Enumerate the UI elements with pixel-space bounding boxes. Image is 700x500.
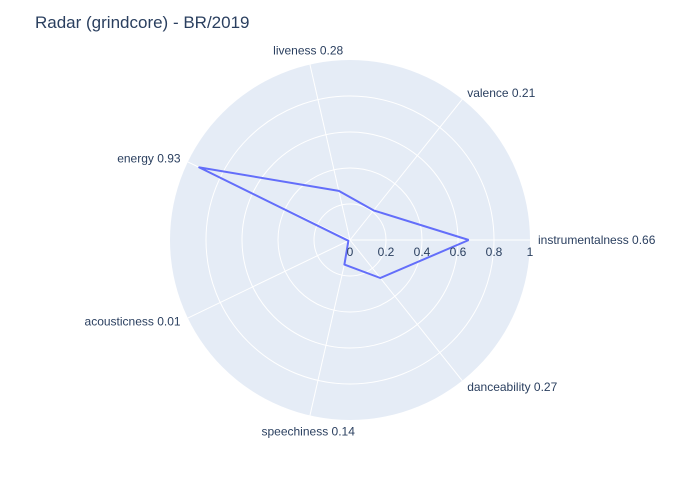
- axis-label-acousticness: acousticness 0.01: [85, 315, 181, 329]
- axis-label-energy: energy 0.93: [117, 151, 181, 165]
- spoke-danceability: [349, 239, 463, 382]
- spoke-liveness: [309, 64, 351, 241]
- spoke-valence: [349, 98, 463, 241]
- spoke-acousticness: [187, 239, 351, 319]
- radial-tick-label: 1: [527, 245, 534, 259]
- axis-label-valence: valence 0.21: [467, 86, 535, 100]
- series-line: [198, 166, 470, 279]
- axis-label-speechiness: speechiness 0.14: [261, 424, 355, 438]
- spoke-speechiness: [309, 239, 351, 416]
- radial-tick-label: 0.6: [450, 245, 467, 259]
- radial-tick-label: 0.4: [414, 245, 431, 259]
- radial-ticks: 0 0.2 0.4 0.6 0.8 1: [347, 245, 534, 259]
- axis-label-instrumentalness: instrumentalness 0.66: [538, 233, 656, 247]
- axis-label-danceability: danceability 0.27: [467, 380, 557, 394]
- chart-title: Radar (grindcore) - BR/2019: [35, 13, 250, 32]
- radial-tick-label: 0.2: [378, 245, 395, 259]
- axis-labels: instrumentalness 0.66 valence 0.21 livenes…: [85, 44, 656, 439]
- series-layer: [198, 166, 470, 279]
- axis-label-liveness: liveness 0.28: [273, 44, 343, 58]
- radial-tick-label: 0: [347, 245, 354, 259]
- radial-tick-label: 0.8: [486, 245, 503, 259]
